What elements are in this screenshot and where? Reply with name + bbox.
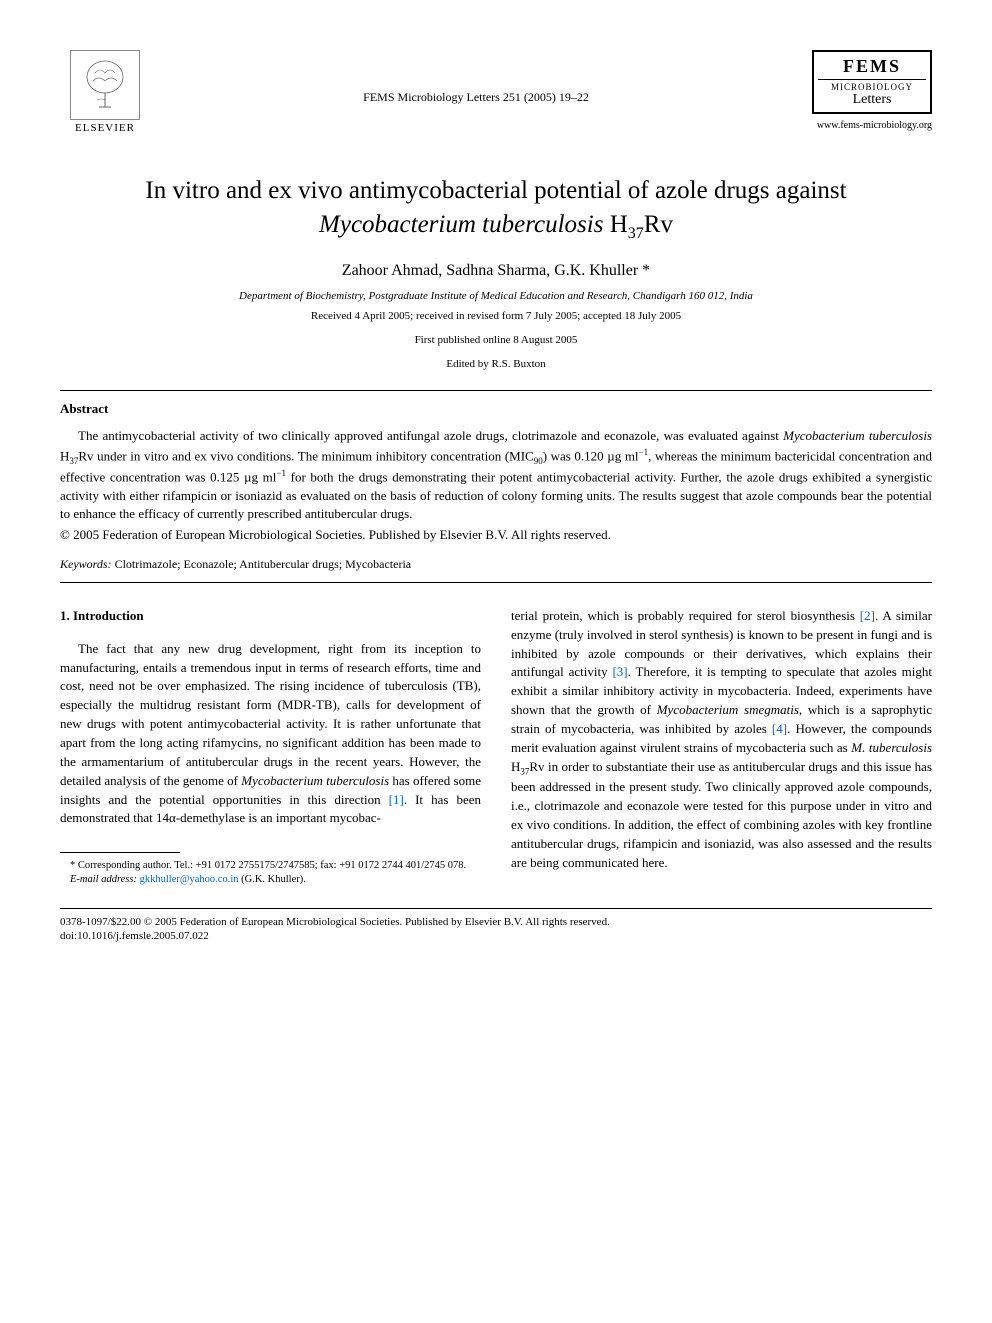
- elsevier-tree-icon: [70, 50, 140, 120]
- article-title: In vitro and ex vivo antimycobacterial p…: [60, 174, 932, 244]
- elsevier-logo: ELSEVIER: [60, 50, 150, 134]
- column-left: 1. Introduction The fact that any new dr…: [60, 607, 481, 888]
- editor: Edited by R.S. Buxton: [60, 358, 932, 370]
- affiliation: Department of Biochemistry, Postgraduate…: [60, 290, 932, 302]
- ref-1[interactable]: [1]: [389, 792, 404, 807]
- intro-para-left: The fact that any new drug development, …: [60, 640, 481, 828]
- keywords-label: Keywords:: [60, 557, 112, 571]
- fems-sub1: MICROBIOLOGY: [818, 82, 926, 92]
- journal-reference: FEMS Microbiology Letters 251 (2005) 19–…: [150, 50, 802, 105]
- intro-para-right: terial protein, which is probably requir…: [511, 607, 932, 873]
- footnote-corresponding: * Corresponding author. Tel.: +91 0172 2…: [60, 859, 481, 873]
- section-1-heading: 1. Introduction: [60, 607, 481, 626]
- keywords: Keywords: Clotrimazole; Econazole; Antit…: [60, 557, 932, 572]
- copyright: © 2005 Federation of European Microbiolo…: [60, 527, 932, 543]
- footnote-email: E-mail address: gkkhuller@yahoo.co.in (G…: [60, 873, 481, 887]
- footer-line2: doi:10.1016/j.femsle.2005.07.022: [60, 929, 932, 944]
- ref-2[interactable]: [2]: [860, 608, 875, 623]
- fems-sub2: Letters: [818, 92, 926, 108]
- ref-4[interactable]: [4]: [772, 721, 787, 736]
- footer: 0378-1097/$22.00 © 2005 Federation of Eu…: [60, 915, 932, 945]
- abstract-heading: Abstract: [60, 401, 932, 417]
- ref-3[interactable]: [3]: [612, 664, 627, 679]
- footer-line1: 0378-1097/$22.00 © 2005 Federation of Eu…: [60, 915, 932, 930]
- divider-bottom: [60, 582, 932, 583]
- title-end: Rv: [644, 211, 673, 238]
- fems-logo: FEMS MICROBIOLOGY Letters www.fems-micro…: [802, 50, 932, 131]
- abstract-section: Abstract The antimycobacterial activity …: [60, 401, 932, 543]
- keywords-text: Clotrimazole; Econazole; Antitubercular …: [112, 557, 412, 571]
- title-sub: 37: [628, 225, 644, 242]
- column-right: terial protein, which is probably requir…: [511, 607, 932, 888]
- authors: Zahoor Ahmad, Sadhna Sharma, G.K. Khulle…: [60, 262, 932, 280]
- dates: Received 4 April 2005; received in revis…: [60, 310, 932, 322]
- abstract-text: The antimycobacterial activity of two cl…: [60, 427, 932, 523]
- fems-box: FEMS MICROBIOLOGY Letters: [812, 50, 932, 114]
- footer-separator: [60, 908, 932, 909]
- email-label: E-mail address:: [70, 874, 137, 885]
- elsevier-label: ELSEVIER: [75, 122, 135, 134]
- email-suffix: (G.K. Khuller).: [239, 874, 306, 885]
- footnote-separator: [60, 852, 180, 853]
- title-line1: In vitro and ex vivo antimycobacterial p…: [145, 177, 846, 204]
- header-row: ELSEVIER FEMS Microbiology Letters 251 (…: [60, 50, 932, 134]
- title-species: Mycobacterium tuberculosis: [319, 211, 603, 238]
- body-columns: 1. Introduction The fact that any new dr…: [60, 607, 932, 888]
- email-link[interactable]: gkkhuller@yahoo.co.in: [140, 874, 239, 885]
- divider-top: [60, 390, 932, 391]
- fems-title: FEMS: [818, 56, 926, 80]
- title-block: In vitro and ex vivo antimycobacterial p…: [60, 174, 932, 370]
- title-suffix: H: [603, 211, 627, 238]
- pub-online: First published online 8 August 2005: [60, 334, 932, 346]
- fems-url: www.fems-microbiology.org: [817, 120, 932, 131]
